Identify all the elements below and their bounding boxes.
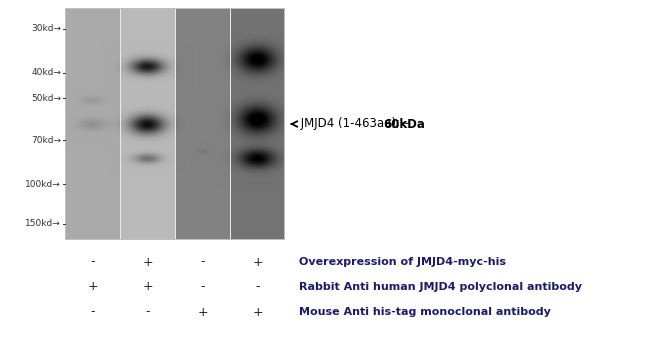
- Text: -: -: [90, 306, 95, 318]
- Text: Overexpression of JMJD4-myc-his: Overexpression of JMJD4-myc-his: [299, 257, 506, 267]
- Text: +: +: [142, 256, 153, 268]
- Text: 60kDa: 60kDa: [384, 118, 425, 130]
- Text: Rabbit Anti human JMJD4 polyclonal antibody: Rabbit Anti human JMJD4 polyclonal antib…: [299, 282, 582, 292]
- Text: -: -: [200, 281, 205, 293]
- Text: +: +: [252, 256, 263, 268]
- Text: 30kd→: 30kd→: [31, 24, 61, 33]
- Text: 70kd→: 70kd→: [31, 136, 61, 145]
- Text: 50kd→: 50kd→: [31, 94, 61, 103]
- Text: 150kd→: 150kd→: [25, 219, 61, 228]
- Text: 40kd→: 40kd→: [31, 69, 61, 77]
- Text: 100kd→: 100kd→: [25, 180, 61, 189]
- Text: -: -: [200, 256, 205, 268]
- Text: -: -: [255, 281, 260, 293]
- Text: +: +: [197, 306, 208, 318]
- Text: www.Proteintech: www.Proteintech: [70, 101, 75, 147]
- Text: Mouse Anti his-tag monoclonal antibody: Mouse Anti his-tag monoclonal antibody: [299, 307, 551, 317]
- Text: +: +: [87, 281, 98, 293]
- Text: -: -: [145, 306, 150, 318]
- Text: +: +: [142, 281, 153, 293]
- Text: -: -: [90, 256, 95, 268]
- Text: JMJD4 (1-463aa);~: JMJD4 (1-463aa);~: [297, 118, 410, 130]
- Text: +: +: [252, 306, 263, 318]
